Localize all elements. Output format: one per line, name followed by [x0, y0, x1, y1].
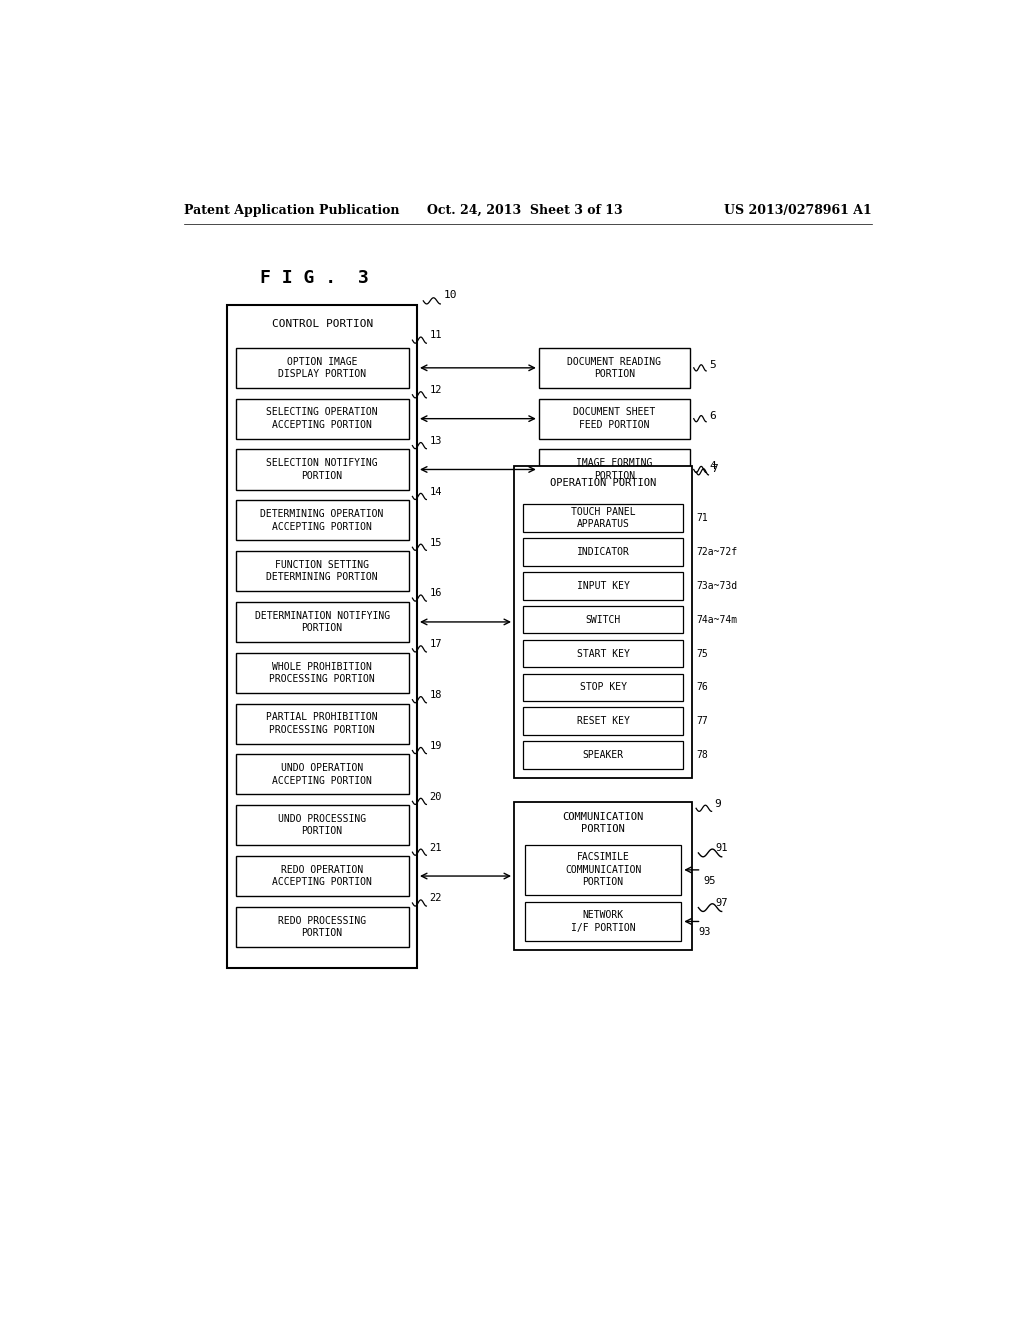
- Text: SELECTING OPERATION
ACCEPTING PORTION: SELECTING OPERATION ACCEPTING PORTION: [266, 408, 378, 430]
- Text: PARTIAL PROHIBITION
PROCESSING PORTION: PARTIAL PROHIBITION PROCESSING PORTION: [266, 713, 378, 735]
- Bar: [236, 500, 409, 540]
- Bar: [236, 449, 409, 490]
- Text: NETWORK
I/F PORTION: NETWORK I/F PORTION: [570, 911, 635, 933]
- Text: DOCUMENT READING
PORTION: DOCUMENT READING PORTION: [567, 356, 662, 379]
- Bar: [524, 845, 681, 895]
- Text: 5: 5: [710, 360, 716, 370]
- Bar: [514, 803, 692, 950]
- Text: 9: 9: [715, 799, 722, 809]
- Text: F I G .  3: F I G . 3: [260, 269, 369, 286]
- Text: 16: 16: [429, 589, 442, 598]
- Text: Oct. 24, 2013  Sheet 3 of 13: Oct. 24, 2013 Sheet 3 of 13: [427, 205, 623, 218]
- Text: WHOLE PROHIBITION
PROCESSING PORTION: WHOLE PROHIBITION PROCESSING PORTION: [269, 661, 375, 684]
- Bar: [236, 552, 409, 591]
- Text: 72a~72f: 72a~72f: [696, 546, 737, 557]
- Bar: [236, 755, 409, 795]
- Text: COMMUNICATION
PORTION: COMMUNICATION PORTION: [562, 812, 644, 834]
- Text: UNDO PROCESSING
PORTION: UNDO PROCESSING PORTION: [279, 814, 367, 837]
- Text: OPTION IMAGE
DISPLAY PORTION: OPTION IMAGE DISPLAY PORTION: [279, 356, 367, 379]
- Bar: [523, 504, 683, 532]
- Text: 22: 22: [429, 894, 442, 903]
- Text: 7: 7: [712, 463, 718, 474]
- Bar: [523, 572, 683, 599]
- Text: 19: 19: [429, 741, 442, 751]
- Text: 11: 11: [429, 330, 442, 341]
- Text: DETERMINING OPERATION
ACCEPTING PORTION: DETERMINING OPERATION ACCEPTING PORTION: [260, 510, 384, 532]
- Text: 78: 78: [696, 750, 708, 760]
- Text: 4: 4: [710, 462, 716, 471]
- Text: Patent Application Publication: Patent Application Publication: [183, 205, 399, 218]
- Text: INPUT KEY: INPUT KEY: [577, 581, 630, 591]
- Text: 12: 12: [429, 385, 442, 395]
- Text: 20: 20: [429, 792, 442, 801]
- Text: 77: 77: [696, 717, 708, 726]
- Text: 10: 10: [443, 289, 457, 300]
- Bar: [236, 805, 409, 845]
- Text: 14: 14: [429, 487, 442, 496]
- Bar: [236, 855, 409, 896]
- Text: TOUCH PANEL
APPARATUS: TOUCH PANEL APPARATUS: [570, 507, 635, 529]
- Text: 21: 21: [429, 842, 442, 853]
- Text: 71: 71: [696, 513, 708, 523]
- Text: 6: 6: [710, 411, 716, 421]
- Bar: [523, 673, 683, 701]
- Text: START KEY: START KEY: [577, 648, 630, 659]
- Text: 97: 97: [716, 898, 728, 908]
- Bar: [523, 708, 683, 735]
- Text: OPERATION PORTION: OPERATION PORTION: [550, 478, 656, 488]
- Text: 91: 91: [716, 843, 728, 853]
- Text: UNDO OPERATION
ACCEPTING PORTION: UNDO OPERATION ACCEPTING PORTION: [272, 763, 372, 785]
- Text: 73a~73d: 73a~73d: [696, 581, 737, 591]
- Bar: [523, 640, 683, 668]
- Text: REDO PROCESSING
PORTION: REDO PROCESSING PORTION: [279, 916, 367, 939]
- Text: 15: 15: [429, 537, 442, 548]
- Text: 13: 13: [429, 436, 442, 446]
- Bar: [524, 903, 681, 941]
- Bar: [227, 305, 417, 969]
- Bar: [539, 449, 690, 490]
- Text: 95: 95: [703, 875, 716, 886]
- Bar: [514, 466, 692, 779]
- Text: CONTROL PORTION: CONTROL PORTION: [271, 319, 373, 329]
- Text: RESET KEY: RESET KEY: [577, 717, 630, 726]
- Text: US 2013/0278961 A1: US 2013/0278961 A1: [724, 205, 872, 218]
- Text: DETERMINATION NOTIFYING
PORTION: DETERMINATION NOTIFYING PORTION: [255, 611, 390, 634]
- Text: FUNCTION SETTING
DETERMINING PORTION: FUNCTION SETTING DETERMINING PORTION: [266, 560, 378, 582]
- Text: 93: 93: [698, 927, 711, 937]
- Text: FACSIMILE
COMMUNICATION
PORTION: FACSIMILE COMMUNICATION PORTION: [565, 853, 641, 887]
- Bar: [523, 539, 683, 566]
- Text: INDICATOR: INDICATOR: [577, 546, 630, 557]
- Text: SELECTION NOTIFYING
PORTION: SELECTION NOTIFYING PORTION: [266, 458, 378, 480]
- Text: 74a~74m: 74a~74m: [696, 615, 737, 624]
- Bar: [523, 606, 683, 634]
- Bar: [539, 399, 690, 438]
- Text: 17: 17: [429, 639, 442, 649]
- Bar: [236, 704, 409, 743]
- Text: 18: 18: [429, 690, 442, 700]
- Text: SWITCH: SWITCH: [586, 615, 621, 624]
- Bar: [236, 907, 409, 946]
- Text: IMAGE FORMING
PORTION: IMAGE FORMING PORTION: [577, 458, 652, 480]
- Bar: [236, 602, 409, 642]
- Text: REDO OPERATION
ACCEPTING PORTION: REDO OPERATION ACCEPTING PORTION: [272, 865, 372, 887]
- Bar: [236, 653, 409, 693]
- Text: 76: 76: [696, 682, 708, 693]
- Bar: [236, 399, 409, 438]
- Bar: [236, 348, 409, 388]
- Text: STOP KEY: STOP KEY: [580, 682, 627, 693]
- Bar: [523, 742, 683, 770]
- Text: DOCUMENT SHEET
FEED PORTION: DOCUMENT SHEET FEED PORTION: [573, 408, 655, 430]
- Text: SPEAKER: SPEAKER: [583, 750, 624, 760]
- Bar: [539, 348, 690, 388]
- Text: 75: 75: [696, 648, 708, 659]
